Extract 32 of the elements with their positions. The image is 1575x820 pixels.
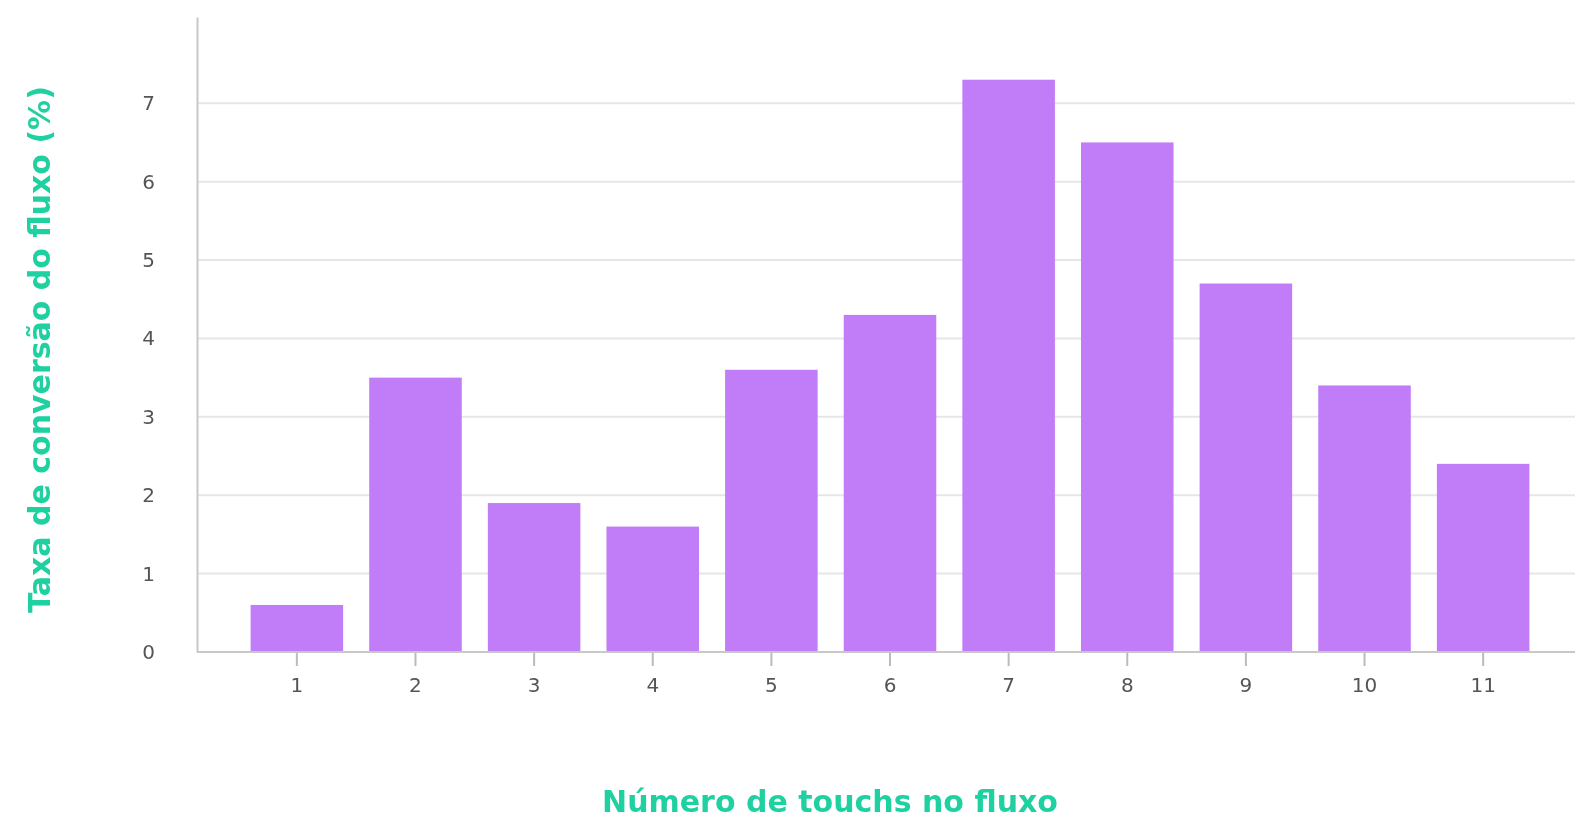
bar — [725, 369, 818, 652]
x-tick-label: 4 — [646, 673, 660, 698]
x-tick-label: 11 — [1470, 673, 1496, 698]
y-tick-label: 4 — [142, 326, 155, 351]
x-tick-label: 6 — [883, 673, 897, 698]
bar — [606, 526, 700, 652]
x-tick-label: 3 — [527, 673, 541, 698]
y-axis-title: Taxa de conversão do fluxo (%) — [22, 86, 57, 613]
bar — [369, 377, 462, 652]
y-tick-label: 7 — [142, 91, 155, 116]
x-tick-label: 8 — [1120, 673, 1134, 698]
bar — [1436, 463, 1530, 652]
x-tick-label: 5 — [765, 673, 778, 698]
x-tick-label: 2 — [409, 673, 422, 698]
bar — [962, 79, 1055, 652]
bar — [487, 503, 581, 652]
bar — [250, 604, 344, 652]
x-tick-label: 1 — [290, 673, 304, 698]
bar — [843, 314, 937, 652]
y-tick-label: 1 — [142, 561, 155, 586]
y-tick-label: 6 — [142, 169, 155, 194]
x-tick-label: 9 — [1239, 673, 1253, 698]
x-tick-label: 7 — [1002, 673, 1015, 698]
y-tick-label: 5 — [142, 247, 155, 272]
bar — [1080, 142, 1174, 652]
x-axis-title: Número de touchs no fluxo — [602, 784, 1058, 819]
y-tick-label: 2 — [142, 483, 155, 508]
bar — [1318, 385, 1411, 652]
x-tick-label: 10 — [1351, 673, 1378, 698]
bar — [1199, 283, 1293, 652]
y-tick-label: 3 — [142, 404, 155, 429]
y-tick-label: 0 — [142, 639, 155, 664]
